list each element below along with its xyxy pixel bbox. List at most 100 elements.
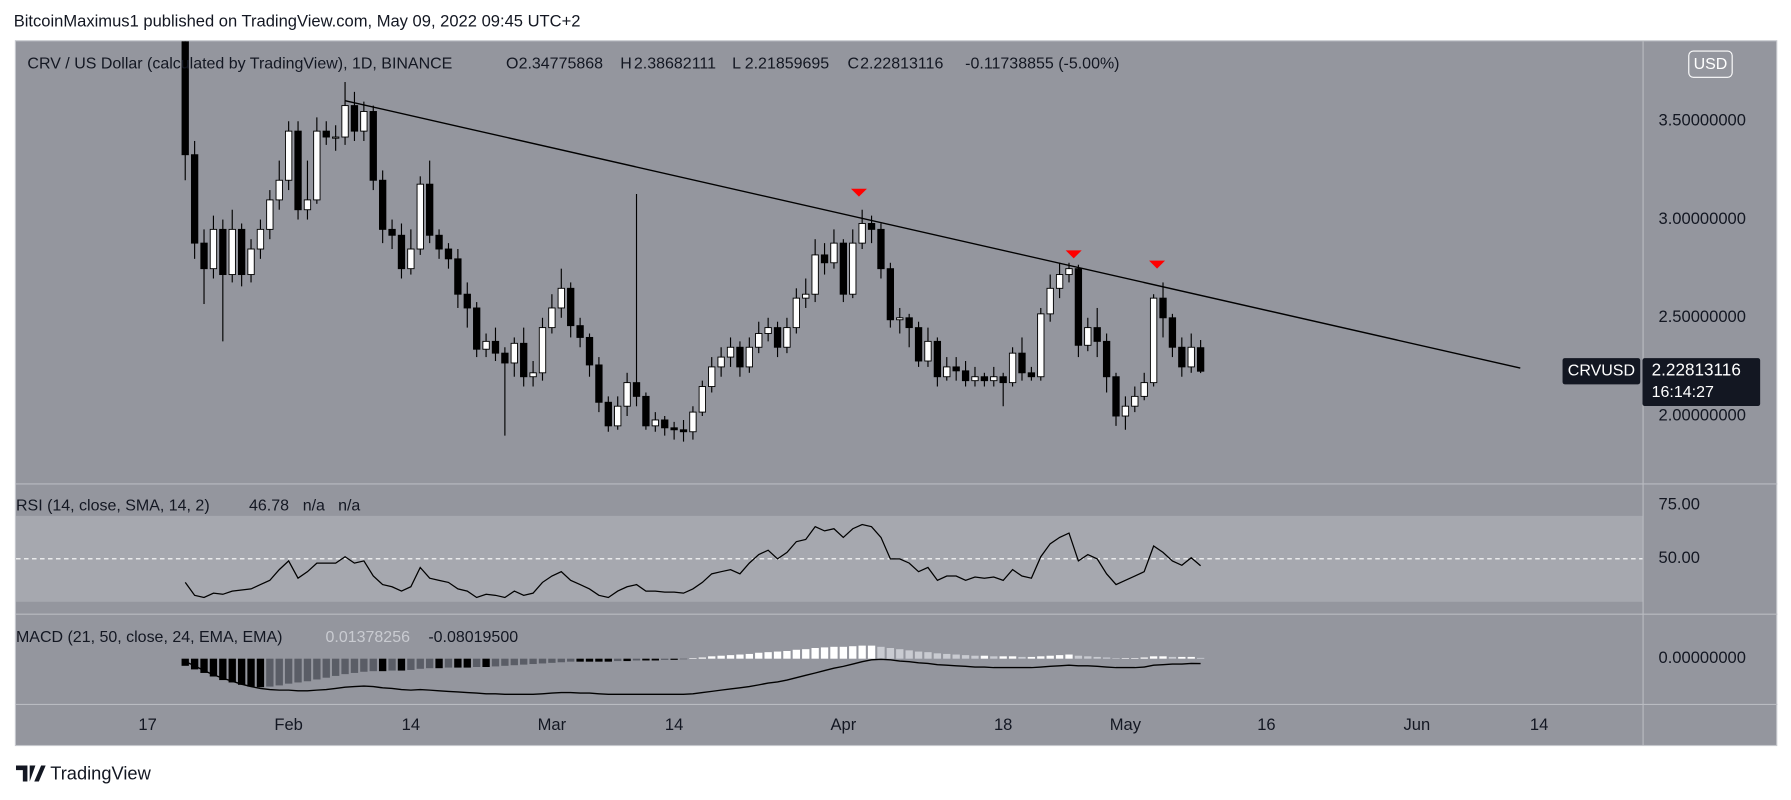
y-tick-label: 3.50000000 <box>1659 111 1746 130</box>
candle-body <box>435 234 443 250</box>
candle-body <box>830 242 838 264</box>
candle-body <box>1008 352 1017 384</box>
candle-body <box>811 254 819 295</box>
candle-body <box>726 346 735 358</box>
ohlc-label: C <box>848 55 860 72</box>
macd-histogram-bar <box>350 658 359 673</box>
macd-histogram-bar <box>331 658 340 676</box>
candle-body <box>576 325 584 338</box>
macd-histogram-bar <box>708 656 716 659</box>
candle-body <box>341 105 349 138</box>
macd-histogram-bar <box>773 651 782 659</box>
candle-body <box>369 111 377 181</box>
macd-histogram-bar <box>491 658 500 667</box>
macd-histogram-bar <box>670 658 678 660</box>
macd-histogram-bar <box>867 645 876 659</box>
candle-body <box>491 340 500 354</box>
candle-body <box>1084 327 1092 346</box>
close-value: 2.22813116 <box>860 55 943 72</box>
candle-body <box>1140 382 1148 397</box>
candle-body <box>670 427 678 431</box>
macd-histogram-bar <box>614 658 622 662</box>
macd-histogram-bar <box>1055 655 1064 659</box>
macd-histogram-bar <box>745 653 754 659</box>
candle-body <box>820 254 829 264</box>
macd-line-value: -0.08019500 <box>428 629 518 646</box>
candle-body <box>849 242 857 295</box>
candle-body <box>905 317 913 329</box>
symbol-label: CRVUSD <box>1568 362 1635 379</box>
x-tick-label: 16 <box>1257 715 1275 734</box>
candle-body <box>482 340 490 350</box>
macd-histogram-bar <box>397 658 406 671</box>
candle-body <box>463 293 471 309</box>
candle-body <box>783 327 791 348</box>
candle-body <box>360 111 368 132</box>
macd-histogram-bar <box>651 658 659 661</box>
change-value: -0.11738855 (-5.00%) <box>965 55 1119 72</box>
candle-body <box>736 346 744 368</box>
macd-histogram-bar <box>1084 656 1092 659</box>
macd-histogram-bar <box>341 658 349 675</box>
candle-body <box>247 248 255 276</box>
candle-body <box>510 342 518 364</box>
macd-histogram-bar <box>726 655 735 659</box>
last-price: 2.22813116 <box>1652 360 1741 380</box>
macd-histogram-bar <box>802 649 810 659</box>
macd-histogram-bar <box>858 645 866 659</box>
countdown: 16:14:27 <box>1652 384 1714 401</box>
macd-histogram-value: 0.01378256 <box>326 629 411 646</box>
candle-body <box>698 386 706 413</box>
macd-histogram-bar <box>990 656 998 659</box>
macd-histogram-bar <box>266 658 274 687</box>
last-price-tag: CRVUSD 2.22813116 16:14:27 <box>1562 358 1761 407</box>
footer-logo <box>15 765 46 782</box>
macd-histogram-bar <box>200 658 208 673</box>
x-tick-label: 18 <box>994 715 1012 734</box>
macd-histogram-bar <box>623 658 631 662</box>
currency-button[interactable] <box>1688 50 1733 78</box>
candle-body <box>1131 395 1139 407</box>
candle-body <box>999 376 1007 384</box>
candle-body <box>961 370 970 382</box>
macd-histogram-bar <box>849 646 857 659</box>
candle-body <box>896 317 904 321</box>
macd-histogram-bar <box>811 647 819 659</box>
y-tick-label: 50.00 <box>1659 548 1700 567</box>
trendline <box>344 100 1521 369</box>
candle-body <box>444 248 453 260</box>
y-tick-label: 75.00 <box>1659 495 1700 514</box>
currency-label[interactable]: USD <box>1694 56 1728 73</box>
macd-histogram-bar <box>576 658 584 662</box>
macd-histogram-bar <box>228 658 236 683</box>
macd-histogram-bar <box>1149 656 1158 659</box>
candle-body <box>501 352 509 364</box>
macd-histogram-bar <box>839 646 848 659</box>
macd-histogram-bar <box>247 658 255 687</box>
macd-histogram-bar <box>1178 656 1186 659</box>
macd-histogram-bar <box>632 658 641 661</box>
macd-histogram-bar <box>717 655 725 659</box>
macd-histogram-bar <box>999 656 1007 659</box>
candle-body <box>1046 287 1054 315</box>
candle-body <box>952 366 960 372</box>
macd-histogram-bar <box>237 658 246 685</box>
macd-histogram-bar <box>322 658 330 678</box>
rsi-legend: RSI (14, close, SMA, 14, 2) <box>16 497 210 514</box>
macd-histogram-bar <box>444 658 453 668</box>
macd-histogram-bar <box>585 658 594 662</box>
candle-body <box>538 327 547 374</box>
x-tick-label: Feb <box>274 715 303 734</box>
candle-body <box>567 287 575 327</box>
candle-body <box>520 342 528 378</box>
macd-histogram-bar <box>256 658 265 688</box>
candle-body <box>867 223 876 230</box>
symbol-box <box>1562 358 1641 385</box>
candle-body <box>1168 317 1177 348</box>
macd-histogram-bar <box>820 647 829 659</box>
candle-body <box>1159 297 1167 319</box>
macd-histogram-bar <box>1121 658 1130 659</box>
macd-histogram-bar <box>980 655 989 659</box>
x-tick-label: 17 <box>138 715 156 734</box>
